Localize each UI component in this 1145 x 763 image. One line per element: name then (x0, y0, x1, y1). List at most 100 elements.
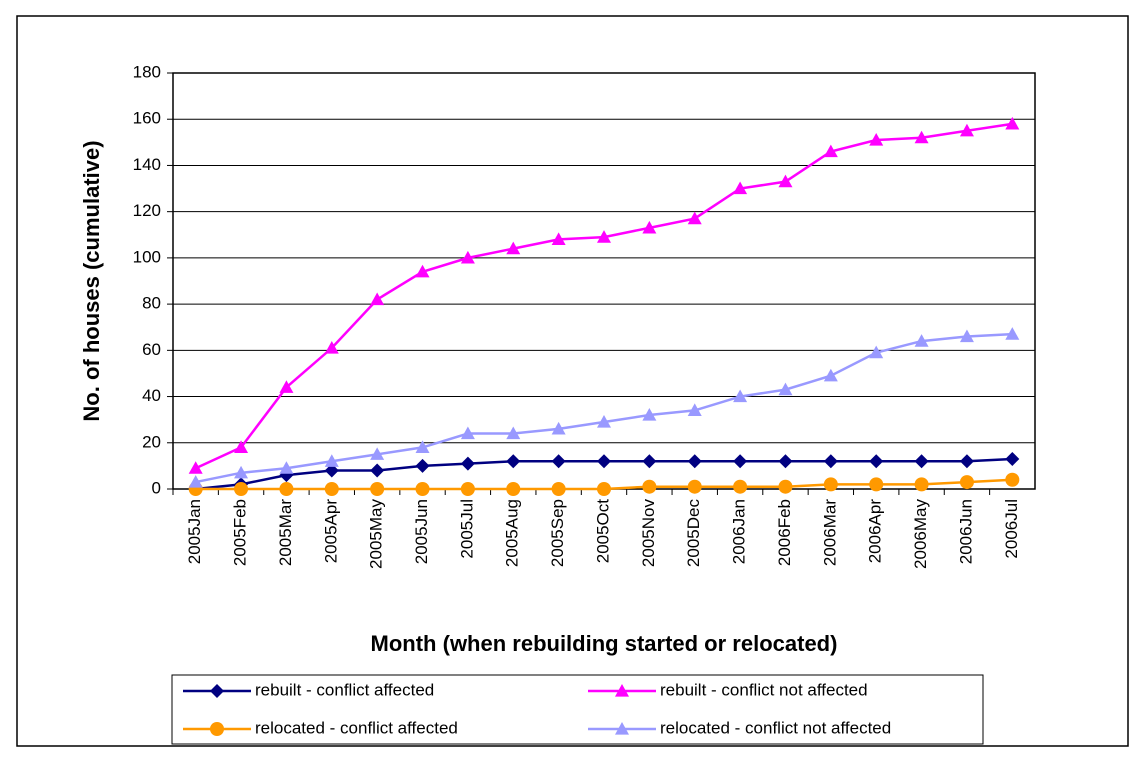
marker (914, 454, 929, 469)
marker (506, 426, 521, 440)
marker (415, 482, 430, 496)
legend-label: rebuilt - conflict affected (255, 680, 434, 699)
x-tick-label: 2005Nov (639, 499, 658, 568)
marker (733, 479, 748, 494)
x-tick-label: 2005Aug (503, 499, 522, 567)
marker (642, 408, 657, 421)
x-tick-label: 2005May (367, 499, 386, 569)
x-tick-label: 2005Jun (412, 499, 431, 564)
marker (869, 345, 884, 359)
x-tick-label: 2006Jan (730, 499, 749, 564)
marker (642, 479, 657, 494)
y-axis-label: No. of houses (cumulative) (79, 140, 104, 421)
y-tick-label: 160 (133, 109, 161, 128)
y-tick-label: 20 (142, 432, 161, 451)
marker (324, 454, 339, 467)
x-tick-label: 2006Mar (820, 499, 839, 566)
marker (415, 264, 430, 278)
y-tick-label: 120 (133, 201, 161, 220)
x-tick-label: 2006Apr (866, 499, 885, 564)
marker (597, 454, 611, 469)
x-tick-label: 2006Feb (775, 499, 794, 566)
legend-label: relocated - conflict affected (255, 718, 458, 737)
marker (1005, 116, 1020, 130)
marker (551, 421, 566, 435)
x-tick-label: 2006Jul (1002, 499, 1021, 559)
marker (642, 454, 657, 469)
marker (778, 174, 793, 188)
marker (1005, 451, 1020, 466)
marker (234, 482, 249, 496)
marker (733, 454, 748, 469)
marker (914, 334, 929, 347)
marker (1005, 472, 1020, 487)
x-tick-label: 2005Sep (548, 499, 567, 567)
marker (415, 440, 430, 453)
marker (823, 477, 838, 492)
marker (324, 482, 339, 496)
marker (733, 389, 748, 403)
marker (778, 382, 793, 396)
marker (210, 722, 224, 736)
marker (959, 123, 974, 137)
marker (210, 684, 224, 698)
x-tick-label: 2005Dec (684, 499, 703, 568)
legend-label: rebuilt - conflict not affected (660, 680, 868, 699)
x-tick-label: 2005Apr (321, 499, 340, 564)
x-tick-label: 2005Feb (231, 499, 250, 566)
marker (188, 461, 203, 474)
marker (687, 454, 702, 469)
marker (597, 414, 611, 428)
x-axis-label: Month (when rebuilding started or reloca… (371, 631, 838, 656)
legend-label: relocated - conflict not affected (660, 718, 891, 737)
legend-box (171, 674, 984, 745)
marker (869, 133, 884, 146)
x-tick-label: 2005Jul (457, 499, 476, 559)
marker (551, 482, 566, 496)
marker (370, 463, 385, 478)
y-tick-label: 40 (142, 386, 161, 405)
y-tick-label: 0 (152, 478, 161, 497)
marker (370, 292, 385, 306)
y-tick-label: 60 (142, 340, 161, 359)
y-tick-label: 100 (133, 247, 161, 266)
marker (687, 403, 702, 417)
x-tick-label: 2005Mar (276, 499, 295, 566)
marker (778, 454, 793, 469)
marker (279, 380, 294, 393)
x-tick-label: 2006May (911, 499, 930, 569)
marker (823, 454, 838, 469)
marker (959, 329, 974, 343)
marker (324, 341, 339, 354)
marker (687, 211, 702, 225)
marker (506, 482, 521, 496)
marker (370, 447, 385, 460)
marker (506, 454, 521, 469)
marker (823, 368, 838, 382)
y-tick-label: 80 (142, 294, 161, 313)
x-tick-label: 2005Jan (185, 499, 204, 564)
marker (597, 230, 611, 243)
marker (370, 482, 385, 496)
marker (279, 482, 294, 496)
marker (914, 130, 929, 144)
marker (460, 456, 475, 471)
y-tick-label: 140 (133, 155, 161, 174)
marker (551, 454, 566, 469)
marker (959, 454, 974, 469)
marker (506, 241, 521, 255)
marker (869, 477, 884, 492)
marker (234, 440, 249, 453)
marker (1005, 327, 1020, 340)
marker (823, 144, 838, 158)
marker (460, 250, 475, 264)
chart-frame (16, 15, 1129, 747)
marker (460, 426, 475, 440)
x-tick-label: 2005Oct (593, 499, 612, 564)
marker (615, 722, 629, 735)
y-tick-label: 180 (133, 62, 161, 81)
marker (188, 475, 203, 488)
marker (687, 479, 702, 494)
marker (778, 479, 793, 494)
